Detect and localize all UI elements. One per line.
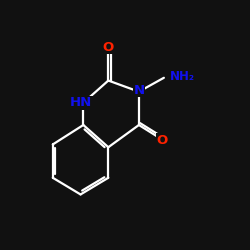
Text: N: N — [133, 84, 144, 97]
Text: O: O — [157, 134, 168, 147]
Text: O: O — [103, 41, 114, 54]
Text: NH₂: NH₂ — [170, 70, 194, 83]
Text: HN: HN — [70, 96, 92, 109]
